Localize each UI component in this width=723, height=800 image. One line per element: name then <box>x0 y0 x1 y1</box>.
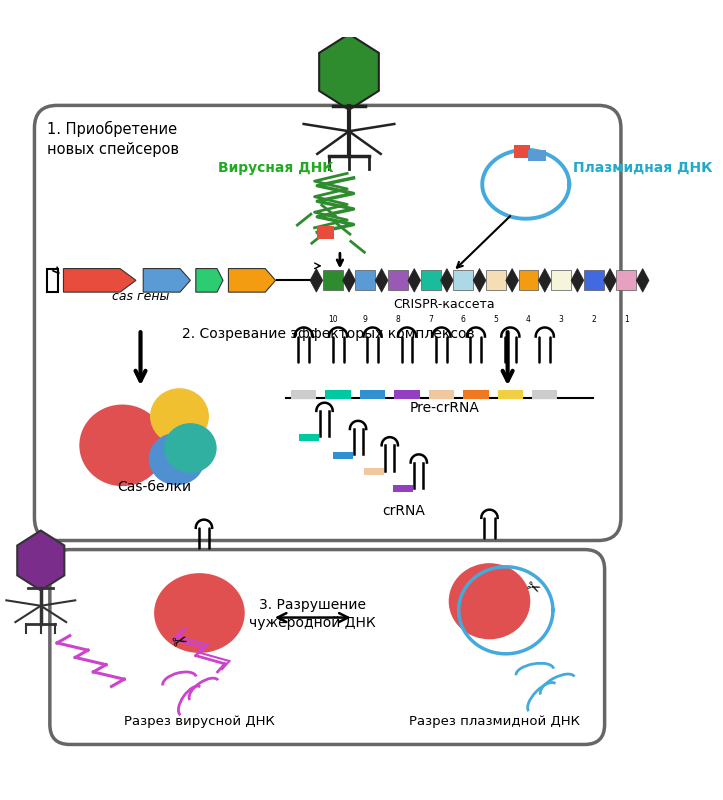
Text: Pre-crRNA: Pre-crRNA <box>409 401 479 414</box>
Text: CRISPR-кассета: CRISPR-кассета <box>393 298 495 310</box>
Text: Разрез плазмидной ДНК: Разрез плазмидной ДНК <box>408 714 579 727</box>
Text: ✂: ✂ <box>523 577 543 598</box>
Polygon shape <box>473 269 486 292</box>
Text: Cas-белки: Cas-белки <box>117 480 191 494</box>
Bar <box>394 390 419 399</box>
Polygon shape <box>506 269 518 292</box>
Polygon shape <box>319 34 379 110</box>
Text: Плазмидная ДНК: Плазмидная ДНК <box>573 161 712 174</box>
Bar <box>528 150 546 161</box>
Bar <box>322 270 343 290</box>
Ellipse shape <box>164 423 217 473</box>
Bar <box>518 270 539 290</box>
Bar <box>583 270 604 290</box>
Bar <box>514 146 530 158</box>
Text: 2: 2 <box>591 314 596 324</box>
Text: 6: 6 <box>461 314 466 324</box>
Bar <box>299 434 319 441</box>
Polygon shape <box>143 269 190 292</box>
Polygon shape <box>64 269 136 292</box>
Polygon shape <box>604 269 617 292</box>
Text: 8: 8 <box>395 314 401 324</box>
Bar <box>532 390 557 399</box>
Text: 2. Созревание эффекторых комплексов: 2. Созревание эффекторых комплексов <box>181 327 474 342</box>
Text: 1. Приобретение
новых спейсеров: 1. Приобретение новых спейсеров <box>47 121 179 157</box>
Polygon shape <box>228 269 275 292</box>
Bar <box>617 270 636 290</box>
Bar <box>453 270 473 290</box>
Ellipse shape <box>150 388 209 445</box>
Ellipse shape <box>154 573 245 653</box>
Bar <box>421 270 440 290</box>
Text: Разрез вирусной ДНК: Разрез вирусной ДНК <box>124 714 275 727</box>
Text: 3: 3 <box>559 314 563 324</box>
Bar <box>325 390 351 399</box>
Ellipse shape <box>149 433 205 486</box>
Polygon shape <box>343 269 355 292</box>
Bar <box>388 270 408 290</box>
Text: crRNA: crRNA <box>382 504 425 518</box>
Text: 1: 1 <box>624 314 629 324</box>
FancyBboxPatch shape <box>50 550 604 745</box>
Polygon shape <box>310 269 322 292</box>
Bar <box>317 226 333 238</box>
FancyBboxPatch shape <box>35 106 621 541</box>
Bar <box>47 269 58 292</box>
Text: 9: 9 <box>363 314 368 324</box>
Polygon shape <box>636 269 649 292</box>
Polygon shape <box>571 269 583 292</box>
Bar <box>360 390 385 399</box>
Bar <box>355 270 375 290</box>
Bar <box>364 468 385 475</box>
Text: 7: 7 <box>428 314 433 324</box>
Text: 10: 10 <box>328 314 338 324</box>
Bar <box>393 486 414 493</box>
Polygon shape <box>440 269 453 292</box>
Polygon shape <box>539 269 551 292</box>
Polygon shape <box>196 269 223 292</box>
Ellipse shape <box>80 405 166 486</box>
Polygon shape <box>408 269 421 292</box>
Bar <box>551 270 571 290</box>
Bar <box>429 390 454 399</box>
Bar <box>463 390 489 399</box>
Bar <box>486 270 506 290</box>
Text: cas гены: cas гены <box>112 290 169 303</box>
Bar <box>333 452 353 459</box>
Polygon shape <box>17 530 64 590</box>
Text: 4: 4 <box>526 314 531 324</box>
Text: 5: 5 <box>493 314 498 324</box>
Bar <box>497 390 523 399</box>
Text: ✂: ✂ <box>170 631 189 653</box>
Text: 3. Разрушение
чужеродной ДНК: 3. Разрушение чужеродной ДНК <box>249 598 376 630</box>
Text: Вирусная ДНК: Вирусная ДНК <box>218 161 333 174</box>
Ellipse shape <box>449 563 530 639</box>
Bar <box>291 390 317 399</box>
Polygon shape <box>375 269 388 292</box>
